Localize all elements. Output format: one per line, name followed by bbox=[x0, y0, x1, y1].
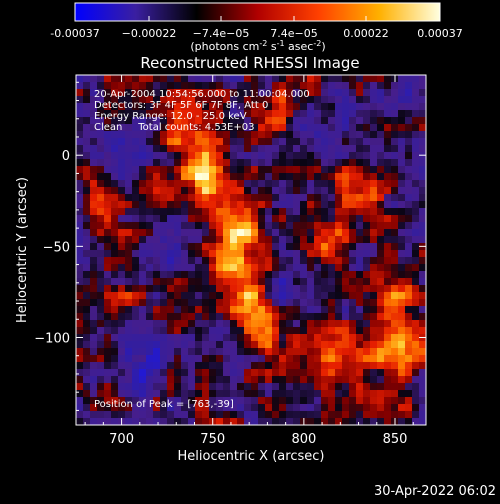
colorbar-tick-label: 0.00022 bbox=[343, 27, 389, 40]
x-tick-label: 850 bbox=[383, 432, 408, 447]
colorbar bbox=[75, 3, 440, 21]
x-tick-label: 750 bbox=[200, 432, 225, 447]
colorbar-tick-label: 0.00037 bbox=[417, 27, 463, 40]
heatmap-image bbox=[76, 75, 426, 425]
annotation-energy: Energy Range: 12.0 - 25.0 keV bbox=[94, 111, 247, 122]
axes: 700 750 800 850 0 −50 −100 bbox=[34, 75, 426, 447]
annotation-time: 20-Apr-2004 10:54:56.000 to 11:00:04.000 bbox=[94, 89, 310, 100]
x-tick-label: 800 bbox=[291, 432, 316, 447]
colorbar-tick-label: −0.00022 bbox=[122, 27, 177, 40]
y-axis-label: Heliocentric Y (arcsec) bbox=[15, 177, 30, 323]
x-tick-label: 700 bbox=[109, 432, 134, 447]
colorbar-unit: (photons cm-2 s-1 asec-2) bbox=[190, 39, 325, 53]
annotation-peak: Position of Peak = [763,-39] bbox=[94, 399, 234, 410]
colorbar-tick-label: 7.4e−05 bbox=[270, 27, 317, 40]
x-axis-label: Heliocentric X (arcsec) bbox=[178, 449, 325, 464]
y-tick-label: 0 bbox=[62, 149, 70, 164]
colorbar-ticks: -0.00037 −0.00022 −7.4e−05 7.4e−05 0.00022 0.… bbox=[50, 16, 463, 40]
y-tick-label: −100 bbox=[34, 332, 70, 347]
annotation-clean: Clean Total counts: 4.53E+03 bbox=[94, 122, 254, 133]
colorbar-tick-label: -0.00037 bbox=[50, 27, 99, 40]
y-tick-label: −50 bbox=[43, 240, 70, 255]
annotation-detectors: Detectors: 3F 4F 5F 6F 7F 8F, Att 0 bbox=[94, 100, 268, 111]
plot-frame bbox=[75, 74, 427, 426]
footer-date: 30-Apr-2022 06:02 bbox=[374, 484, 496, 499]
chart-title: Reconstructed RHESSI Image bbox=[140, 54, 359, 72]
colorbar-frame bbox=[74, 2, 441, 22]
colorbar-tick-label: −7.4e−05 bbox=[193, 27, 250, 40]
